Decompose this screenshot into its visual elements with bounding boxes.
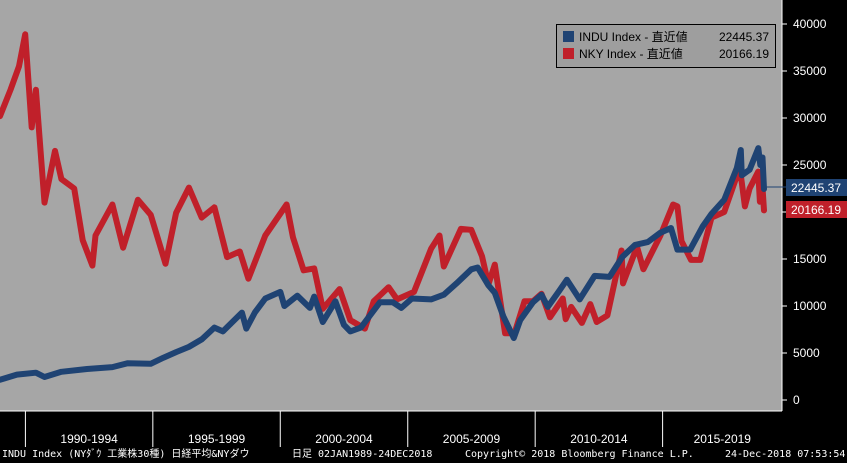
legend-swatch-indu xyxy=(563,31,574,42)
x-tick-label: 2015-2019 xyxy=(694,432,752,446)
y-tick-label: 25000 xyxy=(793,158,827,172)
y-tick-label: 35000 xyxy=(793,64,827,78)
y-tick-label: 40000 xyxy=(793,17,827,31)
x-tick-label: 2005-2009 xyxy=(443,432,501,446)
line-chart: 0500010000150002000025000300003500040000… xyxy=(0,0,847,447)
indu-last-value-text: 22445.37 xyxy=(791,181,841,195)
legend: INDU Index - 直近値 22445.37 NKY Index - 直近… xyxy=(556,24,776,68)
legend-item-nky: NKY Index - 直近値 20166.19 xyxy=(563,45,769,62)
footer-copyright: Copyright© 2018 Bloomberg Finance L.P. xyxy=(465,449,694,460)
y-tick-label: 10000 xyxy=(793,299,827,313)
y-tick-label: 0 xyxy=(793,393,800,407)
x-tick-label: 1995-1999 xyxy=(188,432,246,446)
series-line-nky xyxy=(0,31,767,337)
legend-value-nky: 20166.19 xyxy=(718,46,769,61)
nky-last-value-tag xyxy=(786,201,847,218)
footer-period: 日足 02JAN1989-24DEC2018 xyxy=(292,449,433,460)
legend-swatch-nky xyxy=(563,48,574,59)
plot-area xyxy=(0,0,782,411)
last-value-tags: 22445.37 20166.19 xyxy=(786,179,847,218)
y-axis: 0500010000150002000025000300003500040000 xyxy=(781,0,827,411)
y-tick-label: 30000 xyxy=(793,111,827,125)
series-line-indu xyxy=(0,145,767,383)
legend-value-indu: 22445.37 xyxy=(718,29,769,44)
footer-description: INDU Index (NYﾀﾞｳ 工業株30種) 日経平均&NYダウ xyxy=(2,449,250,460)
x-axis: 1990-1994 1995-1999 2000-2004 2005-2009 2010… xyxy=(0,410,782,447)
y-tick-label: 5000 xyxy=(793,346,820,360)
x-tick-label: 1990-1994 xyxy=(60,432,118,446)
series-layer xyxy=(0,31,786,383)
x-tick-label: 2010-2014 xyxy=(570,432,628,446)
y-tick-label: 15000 xyxy=(793,252,827,266)
indu-last-value-tag xyxy=(786,179,847,196)
legend-item-indu: INDU Index - 直近値 22445.37 xyxy=(563,28,769,45)
nky-last-value-text: 20166.19 xyxy=(791,203,841,217)
legend-label-indu: INDU Index - 直近値 xyxy=(579,30,688,44)
legend-label-nky: NKY Index - 直近値 xyxy=(579,47,683,61)
x-tick-label: 2000-2004 xyxy=(315,432,373,446)
footer-timestamp: 24-Dec-2018 07:53:54 xyxy=(725,449,846,460)
footer-bar: INDU Index (NYﾀﾞｳ 工業株30種) 日経平均&NYダウ 日足 0… xyxy=(0,447,847,463)
